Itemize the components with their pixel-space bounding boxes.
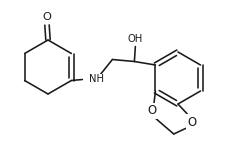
Text: O: O xyxy=(187,116,197,129)
Text: O: O xyxy=(147,105,156,117)
Text: O: O xyxy=(42,12,51,22)
Text: OH: OH xyxy=(128,33,143,44)
Text: NH: NH xyxy=(89,75,104,84)
